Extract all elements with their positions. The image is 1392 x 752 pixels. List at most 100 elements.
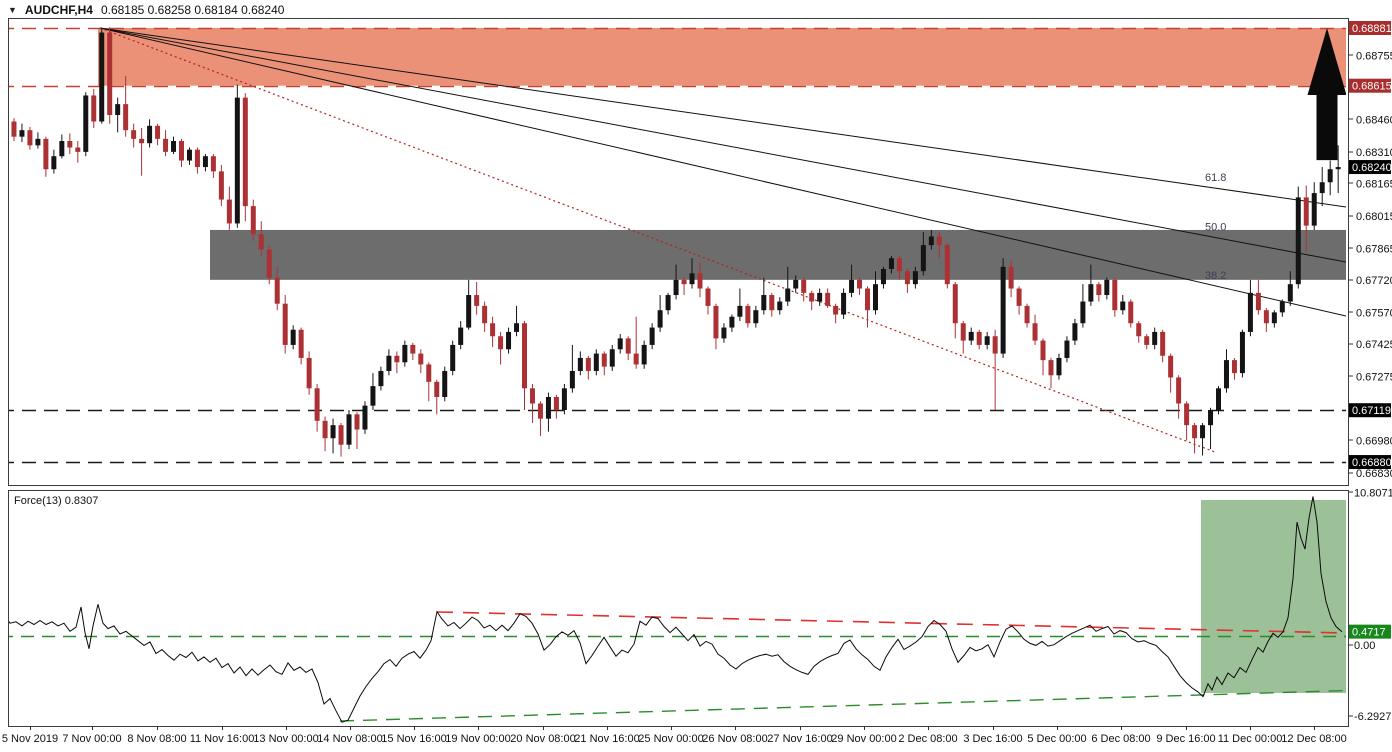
candle-body xyxy=(234,97,240,224)
indicator-badge-label: 0.4717 xyxy=(1352,627,1386,639)
price-axis[interactable]: 0.68881 0.68755 0.68615 0.68460 0.68310 0.682… xyxy=(1348,21,1392,480)
candle-body xyxy=(186,149,192,161)
time-axis-label: 2 Dec 08:00 xyxy=(898,733,957,745)
candle-body xyxy=(258,234,264,250)
candle-body xyxy=(1239,331,1245,374)
price-axis-label: 0.68460 xyxy=(1356,114,1392,126)
fib-fan-line[interactable] xyxy=(99,27,1346,208)
candle-body xyxy=(553,396,559,410)
time-axis-label: 29 Nov 00:00 xyxy=(831,733,896,745)
candle-body xyxy=(865,288,871,311)
candle-body xyxy=(537,403,543,419)
candle-body xyxy=(394,355,400,363)
candle-body xyxy=(1136,323,1142,337)
price-badge xyxy=(1349,160,1391,175)
fib-fan-line[interactable] xyxy=(99,27,1346,263)
candle-body xyxy=(817,292,823,302)
candle-body xyxy=(761,295,767,311)
candle-body xyxy=(569,370,575,389)
candle-body xyxy=(673,279,679,296)
price-badge xyxy=(1349,403,1391,418)
candle-body xyxy=(482,305,488,324)
candle-body xyxy=(210,156,216,172)
candle-body xyxy=(354,414,360,430)
candle-body xyxy=(1192,425,1198,439)
candle-body xyxy=(1335,167,1341,170)
indicator-axis-label: 10.8071 xyxy=(1354,487,1392,499)
indicator-resistance-trendline[interactable] xyxy=(436,611,1346,634)
candle-body xyxy=(745,305,751,324)
candle-body xyxy=(633,353,639,365)
symbol-dropdown-icon[interactable]: ▼ xyxy=(8,5,17,15)
candle-body xyxy=(904,271,910,285)
price-axis-label: 0.66980 xyxy=(1356,435,1392,447)
candle-body xyxy=(346,414,352,445)
time-axis[interactable]: 5 Nov 2019 7 Nov 00:00 8 Nov 08:00 11 Nov 1… xyxy=(2,726,1347,745)
candle-body xyxy=(522,323,528,389)
fib-fan-label: 38.2 xyxy=(1205,270,1226,282)
candle-body xyxy=(298,329,304,358)
chart-title-bar: ▼ AUDCHF,H4 0.68185 0.68258 0.68184 0.68… xyxy=(8,3,284,17)
candle-body xyxy=(123,104,129,131)
candle-body xyxy=(1072,323,1078,341)
price-axis-label: 0.68015 xyxy=(1356,211,1392,223)
candle-body xyxy=(1144,336,1150,345)
candle-body xyxy=(665,295,671,311)
candle-body xyxy=(402,344,408,363)
time-axis-label: 3 Dec 16:00 xyxy=(963,733,1022,745)
candle-body xyxy=(793,279,799,289)
supply-zone xyxy=(98,28,1346,86)
candle-body xyxy=(1056,357,1062,376)
candle-body xyxy=(1263,310,1269,324)
candle-body xyxy=(1120,301,1126,311)
candle-body xyxy=(529,388,535,404)
candle-body xyxy=(721,327,727,339)
fib-fan-line[interactable] xyxy=(99,27,1346,317)
candle-body xyxy=(1311,193,1317,226)
candle-body xyxy=(857,279,863,289)
candle-body xyxy=(984,336,990,345)
candle-body xyxy=(250,206,256,235)
candle-body xyxy=(1208,409,1214,426)
indicator-axis-label: 0.00 xyxy=(1354,640,1375,652)
candle-body xyxy=(1279,301,1285,313)
candle-body xyxy=(418,353,424,365)
price-axis-label: 0.67570 xyxy=(1356,307,1392,319)
price-badge xyxy=(1349,21,1391,35)
candle-body xyxy=(697,273,703,289)
indicator-rising-trendline[interactable] xyxy=(339,689,1346,722)
indicator-badge xyxy=(1349,624,1391,639)
candle-body xyxy=(155,125,161,139)
candle-body xyxy=(593,353,599,371)
candle-body xyxy=(442,370,448,397)
candle-body xyxy=(202,156,208,168)
main-price-pane[interactable]: 61.8 50.0 38.2 xyxy=(0,27,1347,464)
candle-body xyxy=(976,331,982,345)
buy-direction-arrow[interactable] xyxy=(1307,28,1347,161)
time-axis-label: 11 Nov 16:00 xyxy=(190,733,255,745)
candle-body xyxy=(506,331,512,350)
candle-body xyxy=(1200,425,1206,439)
candle-body xyxy=(912,271,918,285)
force-indicator-pane[interactable] xyxy=(0,496,1346,723)
candle-body xyxy=(713,305,719,339)
candle-body xyxy=(1319,182,1325,194)
candle-body xyxy=(657,310,663,328)
descending-dotted-trendline[interactable] xyxy=(99,27,1216,453)
candle-body xyxy=(1231,360,1237,374)
candle-body xyxy=(1032,323,1038,341)
candle-body xyxy=(888,258,894,269)
time-axis-label: 6 Dec 08:00 xyxy=(1091,733,1150,745)
candle-body xyxy=(131,130,137,139)
candle-body xyxy=(1327,169,1333,183)
candle-body xyxy=(83,95,89,152)
candle-body xyxy=(753,310,759,324)
indicator-pane-border xyxy=(8,490,1349,727)
candle-body xyxy=(226,199,232,224)
candle-body xyxy=(1247,292,1253,332)
time-axis-label: 25 Nov 00:00 xyxy=(638,733,703,745)
candle-body xyxy=(960,323,966,341)
